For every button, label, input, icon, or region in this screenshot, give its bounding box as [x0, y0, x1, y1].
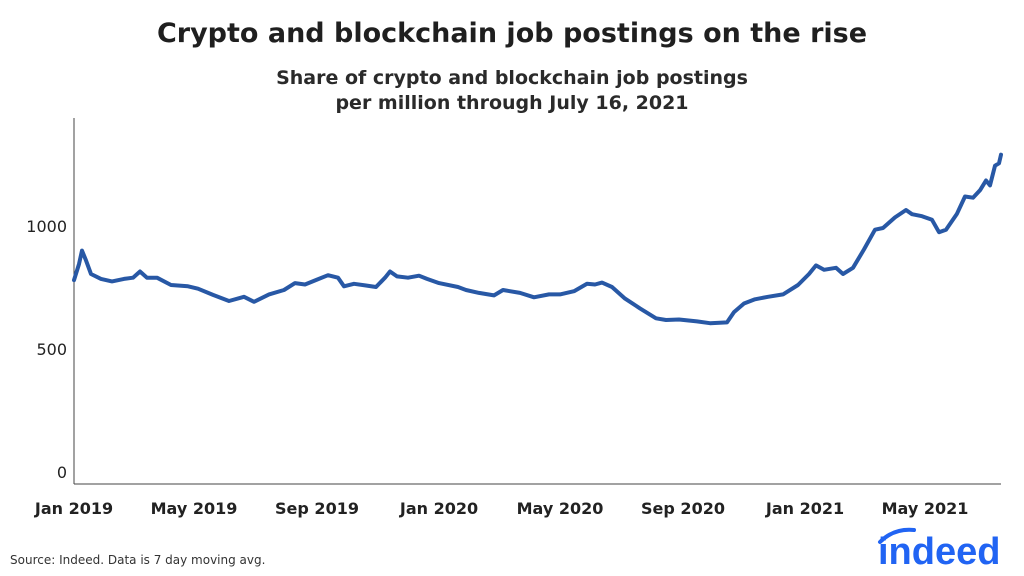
y-tick-label: 1000: [26, 217, 67, 236]
y-tick-label: 500: [36, 340, 67, 359]
x-tick-label: Jan 2021: [765, 499, 844, 518]
indeed-logo-arc: [878, 527, 916, 544]
y-tick-label: 0: [57, 463, 67, 482]
x-tick-label: May 2019: [151, 499, 238, 518]
x-tick-label: May 2020: [517, 499, 604, 518]
x-tick-label: Jan 2019: [34, 499, 113, 518]
x-tick-label: Jan 2020: [399, 499, 478, 518]
x-tick-label: May 2021: [882, 499, 969, 518]
series-line: [72, 152, 1003, 326]
chart-subtitle: Share of crypto and blockchain job posti…: [0, 66, 1024, 116]
chart-subtitle-line-2: per million through July 16, 2021: [335, 92, 689, 114]
y-tick-group: 0 500 1000: [26, 217, 67, 482]
x-tick-label: Sep 2019: [275, 499, 359, 518]
x-tick-label: Sep 2020: [641, 499, 725, 518]
chart-subtitle-line-1: Share of crypto and blockchain job posti…: [276, 67, 748, 89]
x-tick-group: Jan 2019 May 2019 Sep 2019 Jan 2020 May 2020…: [34, 499, 969, 518]
indeed-logo-text: indeed: [878, 531, 1000, 570]
indeed-logo: indeed: [878, 527, 1000, 570]
chart-title: Crypto and blockchain job postings on th…: [156, 18, 868, 49]
source-note: Source: Indeed. Data is 7 day moving avg…: [10, 553, 266, 567]
